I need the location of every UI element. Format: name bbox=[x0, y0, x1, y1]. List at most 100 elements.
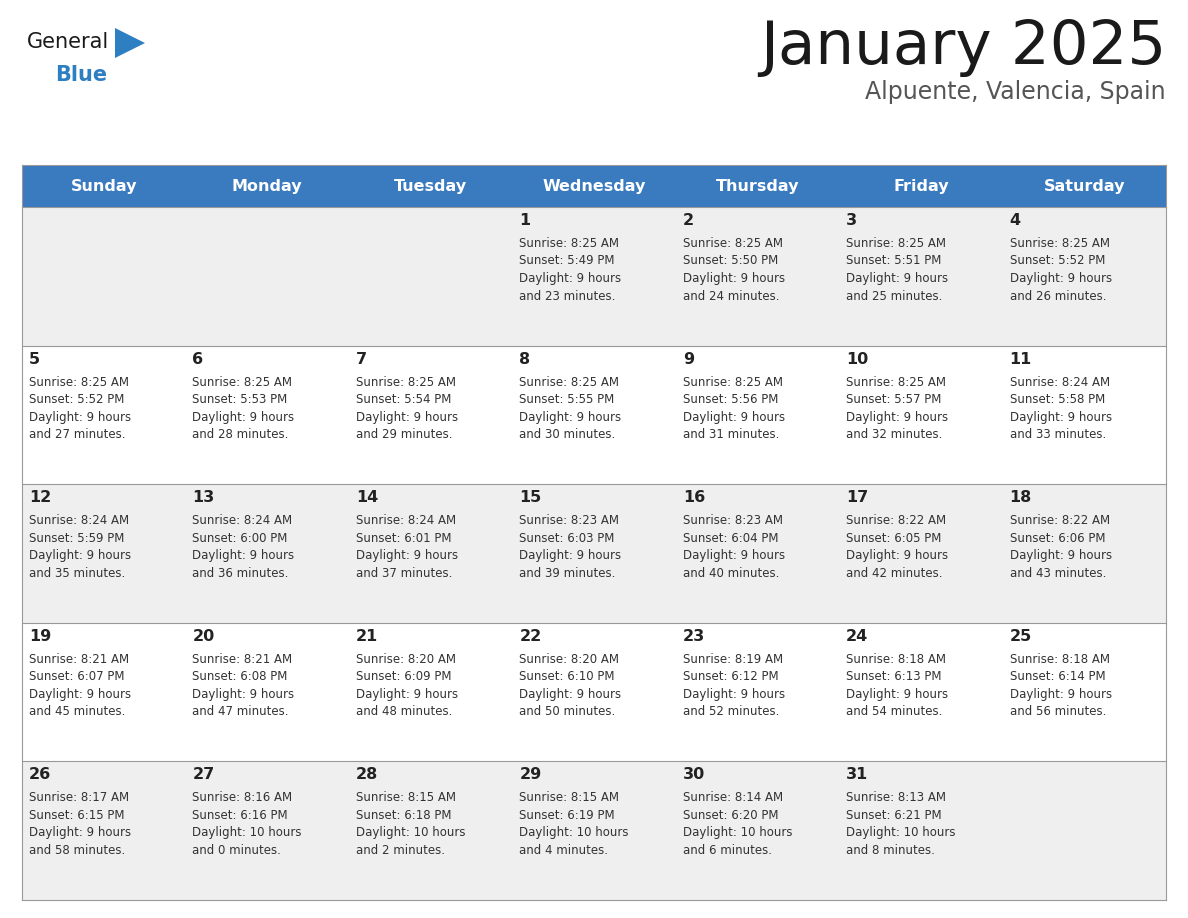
Bar bbox=[839, 622, 1003, 761]
Text: Sunrise: 8:20 AM: Sunrise: 8:20 AM bbox=[519, 653, 619, 666]
Text: Daylight: 9 hours: Daylight: 9 hours bbox=[1010, 549, 1112, 562]
Text: Sunset: 6:09 PM: Sunset: 6:09 PM bbox=[356, 670, 451, 683]
Text: Monday: Monday bbox=[232, 178, 303, 194]
Text: Sunrise: 8:25 AM: Sunrise: 8:25 AM bbox=[356, 375, 456, 388]
Bar bbox=[676, 165, 839, 207]
Text: Sunset: 6:19 PM: Sunset: 6:19 PM bbox=[519, 809, 615, 822]
Bar bbox=[185, 345, 349, 484]
Text: General: General bbox=[27, 32, 109, 52]
Text: Sunset: 6:15 PM: Sunset: 6:15 PM bbox=[29, 809, 125, 822]
Text: 31: 31 bbox=[846, 767, 868, 782]
Text: and 56 minutes.: and 56 minutes. bbox=[1010, 705, 1106, 718]
Text: Daylight: 10 hours: Daylight: 10 hours bbox=[356, 826, 466, 839]
Text: 22: 22 bbox=[519, 629, 542, 644]
Text: and 54 minutes.: and 54 minutes. bbox=[846, 705, 942, 718]
Bar bbox=[676, 484, 839, 622]
Text: Sunset: 5:55 PM: Sunset: 5:55 PM bbox=[519, 393, 614, 406]
Text: and 0 minutes.: and 0 minutes. bbox=[192, 844, 282, 856]
Text: 26: 26 bbox=[29, 767, 51, 782]
Bar bbox=[839, 484, 1003, 622]
Text: 9: 9 bbox=[683, 352, 694, 366]
Text: and 27 minutes.: and 27 minutes. bbox=[29, 428, 126, 442]
Bar bbox=[23, 761, 185, 900]
Text: Sunset: 5:53 PM: Sunset: 5:53 PM bbox=[192, 393, 287, 406]
Text: and 28 minutes.: and 28 minutes. bbox=[192, 428, 289, 442]
Text: Sunrise: 8:22 AM: Sunrise: 8:22 AM bbox=[1010, 514, 1110, 527]
Text: Daylight: 9 hours: Daylight: 9 hours bbox=[356, 549, 459, 562]
Text: and 47 minutes.: and 47 minutes. bbox=[192, 705, 289, 718]
Text: and 42 minutes.: and 42 minutes. bbox=[846, 566, 942, 579]
Text: 28: 28 bbox=[356, 767, 378, 782]
Text: Daylight: 9 hours: Daylight: 9 hours bbox=[519, 410, 621, 423]
Bar bbox=[349, 207, 512, 345]
Text: Sunrise: 8:25 AM: Sunrise: 8:25 AM bbox=[846, 375, 946, 388]
Text: January 2025: January 2025 bbox=[760, 18, 1165, 77]
Text: Sunset: 5:58 PM: Sunset: 5:58 PM bbox=[1010, 393, 1105, 406]
Text: Daylight: 10 hours: Daylight: 10 hours bbox=[683, 826, 792, 839]
Text: and 4 minutes.: and 4 minutes. bbox=[519, 844, 608, 856]
Text: Sunset: 6:18 PM: Sunset: 6:18 PM bbox=[356, 809, 451, 822]
Text: 2: 2 bbox=[683, 213, 694, 228]
Text: Sunset: 5:50 PM: Sunset: 5:50 PM bbox=[683, 254, 778, 267]
Text: Sunset: 6:07 PM: Sunset: 6:07 PM bbox=[29, 670, 125, 683]
Text: Daylight: 9 hours: Daylight: 9 hours bbox=[683, 688, 785, 700]
Text: Sunrise: 8:20 AM: Sunrise: 8:20 AM bbox=[356, 653, 456, 666]
Text: Sunrise: 8:25 AM: Sunrise: 8:25 AM bbox=[1010, 237, 1110, 250]
Text: Sunset: 6:20 PM: Sunset: 6:20 PM bbox=[683, 809, 778, 822]
Text: 13: 13 bbox=[192, 490, 215, 505]
Text: Daylight: 9 hours: Daylight: 9 hours bbox=[356, 688, 459, 700]
Text: 21: 21 bbox=[356, 629, 378, 644]
Text: Daylight: 10 hours: Daylight: 10 hours bbox=[519, 826, 628, 839]
Text: and 30 minutes.: and 30 minutes. bbox=[519, 428, 615, 442]
Text: Sunrise: 8:23 AM: Sunrise: 8:23 AM bbox=[683, 514, 783, 527]
Text: Friday: Friday bbox=[893, 178, 949, 194]
Text: Daylight: 9 hours: Daylight: 9 hours bbox=[29, 410, 131, 423]
Text: 1: 1 bbox=[519, 213, 530, 228]
Text: 27: 27 bbox=[192, 767, 215, 782]
Text: and 25 minutes.: and 25 minutes. bbox=[846, 289, 942, 303]
Text: 8: 8 bbox=[519, 352, 530, 366]
Text: Sunrise: 8:25 AM: Sunrise: 8:25 AM bbox=[29, 375, 129, 388]
Text: Daylight: 9 hours: Daylight: 9 hours bbox=[846, 549, 948, 562]
Text: 24: 24 bbox=[846, 629, 868, 644]
Text: Alpuente, Valencia, Spain: Alpuente, Valencia, Spain bbox=[865, 80, 1165, 104]
Text: Daylight: 9 hours: Daylight: 9 hours bbox=[846, 688, 948, 700]
Text: 19: 19 bbox=[29, 629, 51, 644]
Bar bbox=[185, 207, 349, 345]
Bar bbox=[512, 622, 676, 761]
Text: Wednesday: Wednesday bbox=[542, 178, 646, 194]
Bar bbox=[512, 484, 676, 622]
Bar bbox=[23, 165, 185, 207]
Text: and 24 minutes.: and 24 minutes. bbox=[683, 289, 779, 303]
Bar bbox=[1003, 622, 1165, 761]
Text: Sunrise: 8:13 AM: Sunrise: 8:13 AM bbox=[846, 791, 946, 804]
Text: and 33 minutes.: and 33 minutes. bbox=[1010, 428, 1106, 442]
Text: Sunset: 5:49 PM: Sunset: 5:49 PM bbox=[519, 254, 614, 267]
Text: Sunrise: 8:24 AM: Sunrise: 8:24 AM bbox=[356, 514, 456, 527]
Text: and 2 minutes.: and 2 minutes. bbox=[356, 844, 444, 856]
Text: and 36 minutes.: and 36 minutes. bbox=[192, 566, 289, 579]
Text: Sunset: 5:52 PM: Sunset: 5:52 PM bbox=[1010, 254, 1105, 267]
Polygon shape bbox=[115, 28, 145, 58]
Text: 23: 23 bbox=[683, 629, 704, 644]
Text: Sunrise: 8:15 AM: Sunrise: 8:15 AM bbox=[356, 791, 456, 804]
Text: Daylight: 9 hours: Daylight: 9 hours bbox=[519, 549, 621, 562]
Bar bbox=[23, 484, 185, 622]
Text: 11: 11 bbox=[1010, 352, 1032, 366]
Text: Sunset: 5:51 PM: Sunset: 5:51 PM bbox=[846, 254, 942, 267]
Text: 15: 15 bbox=[519, 490, 542, 505]
Text: and 6 minutes.: and 6 minutes. bbox=[683, 844, 772, 856]
Bar bbox=[1003, 345, 1165, 484]
Bar bbox=[512, 207, 676, 345]
Text: Tuesday: Tuesday bbox=[394, 178, 467, 194]
Bar bbox=[185, 165, 349, 207]
Text: Sunset: 6:03 PM: Sunset: 6:03 PM bbox=[519, 532, 614, 544]
Bar bbox=[349, 345, 512, 484]
Bar bbox=[676, 345, 839, 484]
Text: Sunrise: 8:22 AM: Sunrise: 8:22 AM bbox=[846, 514, 947, 527]
Text: Sunset: 5:56 PM: Sunset: 5:56 PM bbox=[683, 393, 778, 406]
Text: 6: 6 bbox=[192, 352, 203, 366]
Text: 5: 5 bbox=[29, 352, 40, 366]
Text: Saturday: Saturday bbox=[1043, 178, 1125, 194]
Text: 3: 3 bbox=[846, 213, 858, 228]
